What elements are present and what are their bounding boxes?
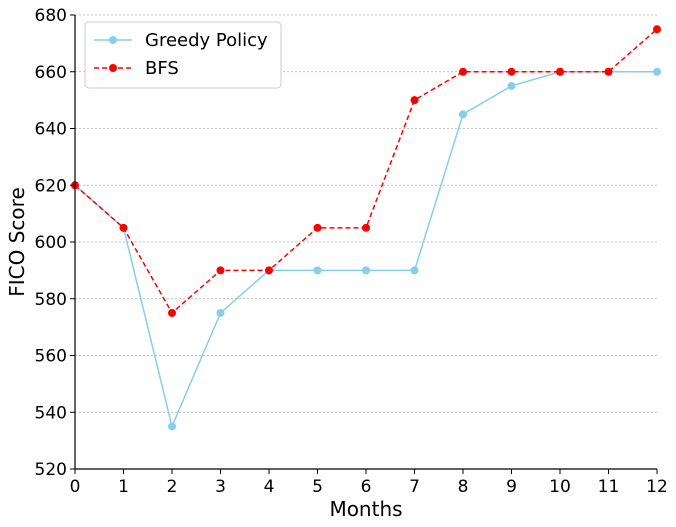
x-tick-label: 5: [312, 477, 323, 497]
axes: [70, 14, 658, 474]
data-point-bfs: [168, 308, 176, 317]
data-point-greedy-policy: [507, 81, 516, 90]
y-tick-label: 680: [35, 6, 67, 26]
y-tick-label: 520: [35, 460, 67, 480]
y-tick-label: 580: [35, 290, 67, 310]
x-tick-label: 9: [506, 477, 517, 497]
data-point-bfs: [265, 266, 273, 275]
data-point-greedy-policy: [459, 110, 467, 119]
data-point-greedy-policy: [313, 266, 322, 275]
x-tick-label: 10: [549, 477, 571, 497]
data-point-bfs: [410, 96, 419, 105]
data-point-greedy-policy: [410, 266, 419, 275]
legend-label-bfs: BFS: [145, 58, 179, 79]
data-point-bfs: [313, 223, 322, 232]
x-axis-label: Months: [329, 497, 402, 521]
series-line-greedy-policy: [74, 71, 657, 429]
y-axis-label: FICO Score: [5, 187, 29, 296]
x-tick-label: 0: [70, 477, 81, 497]
data-point-bfs: [362, 223, 370, 232]
legend-label-greedy-policy: Greedy Policy: [145, 30, 268, 51]
x-tick-label: 1: [118, 477, 129, 497]
x-tick-label: 11: [598, 477, 620, 497]
x-tick-label: 3: [215, 477, 226, 497]
series-layer: [71, 25, 661, 431]
y-tick-label: 560: [35, 347, 67, 367]
x-tick-label: 2: [167, 477, 178, 497]
x-tick-label: 12: [646, 477, 668, 497]
data-point-greedy-policy: [362, 266, 370, 275]
x-tick-label: 8: [458, 477, 469, 497]
data-point-bfs: [459, 67, 467, 76]
data-point-greedy-policy: [216, 308, 225, 317]
legend-marker-bfs: [109, 64, 117, 72]
data-point-bfs: [507, 67, 516, 76]
legend-marker-greedy-policy: [109, 36, 117, 44]
data-point-bfs: [653, 25, 661, 34]
x-tick-label: 4: [264, 477, 275, 497]
y-tick-label: 620: [35, 176, 67, 196]
data-point-greedy-policy: [653, 67, 661, 76]
y-tick-label: 660: [35, 63, 67, 83]
data-point-bfs: [216, 266, 225, 275]
data-point-bfs: [556, 67, 564, 76]
legend-box: [84, 21, 282, 89]
x-tick-label: 7: [409, 477, 420, 497]
y-tick-label: 540: [35, 403, 67, 423]
y-tick-label: 600: [35, 233, 67, 253]
x-tick-label: 6: [361, 477, 372, 497]
y-tick-label: 640: [35, 120, 67, 140]
legend: Greedy Policy BFS: [84, 21, 282, 89]
data-point-bfs: [604, 67, 613, 76]
data-point-greedy-policy: [168, 422, 176, 431]
data-point-bfs: [119, 223, 128, 232]
